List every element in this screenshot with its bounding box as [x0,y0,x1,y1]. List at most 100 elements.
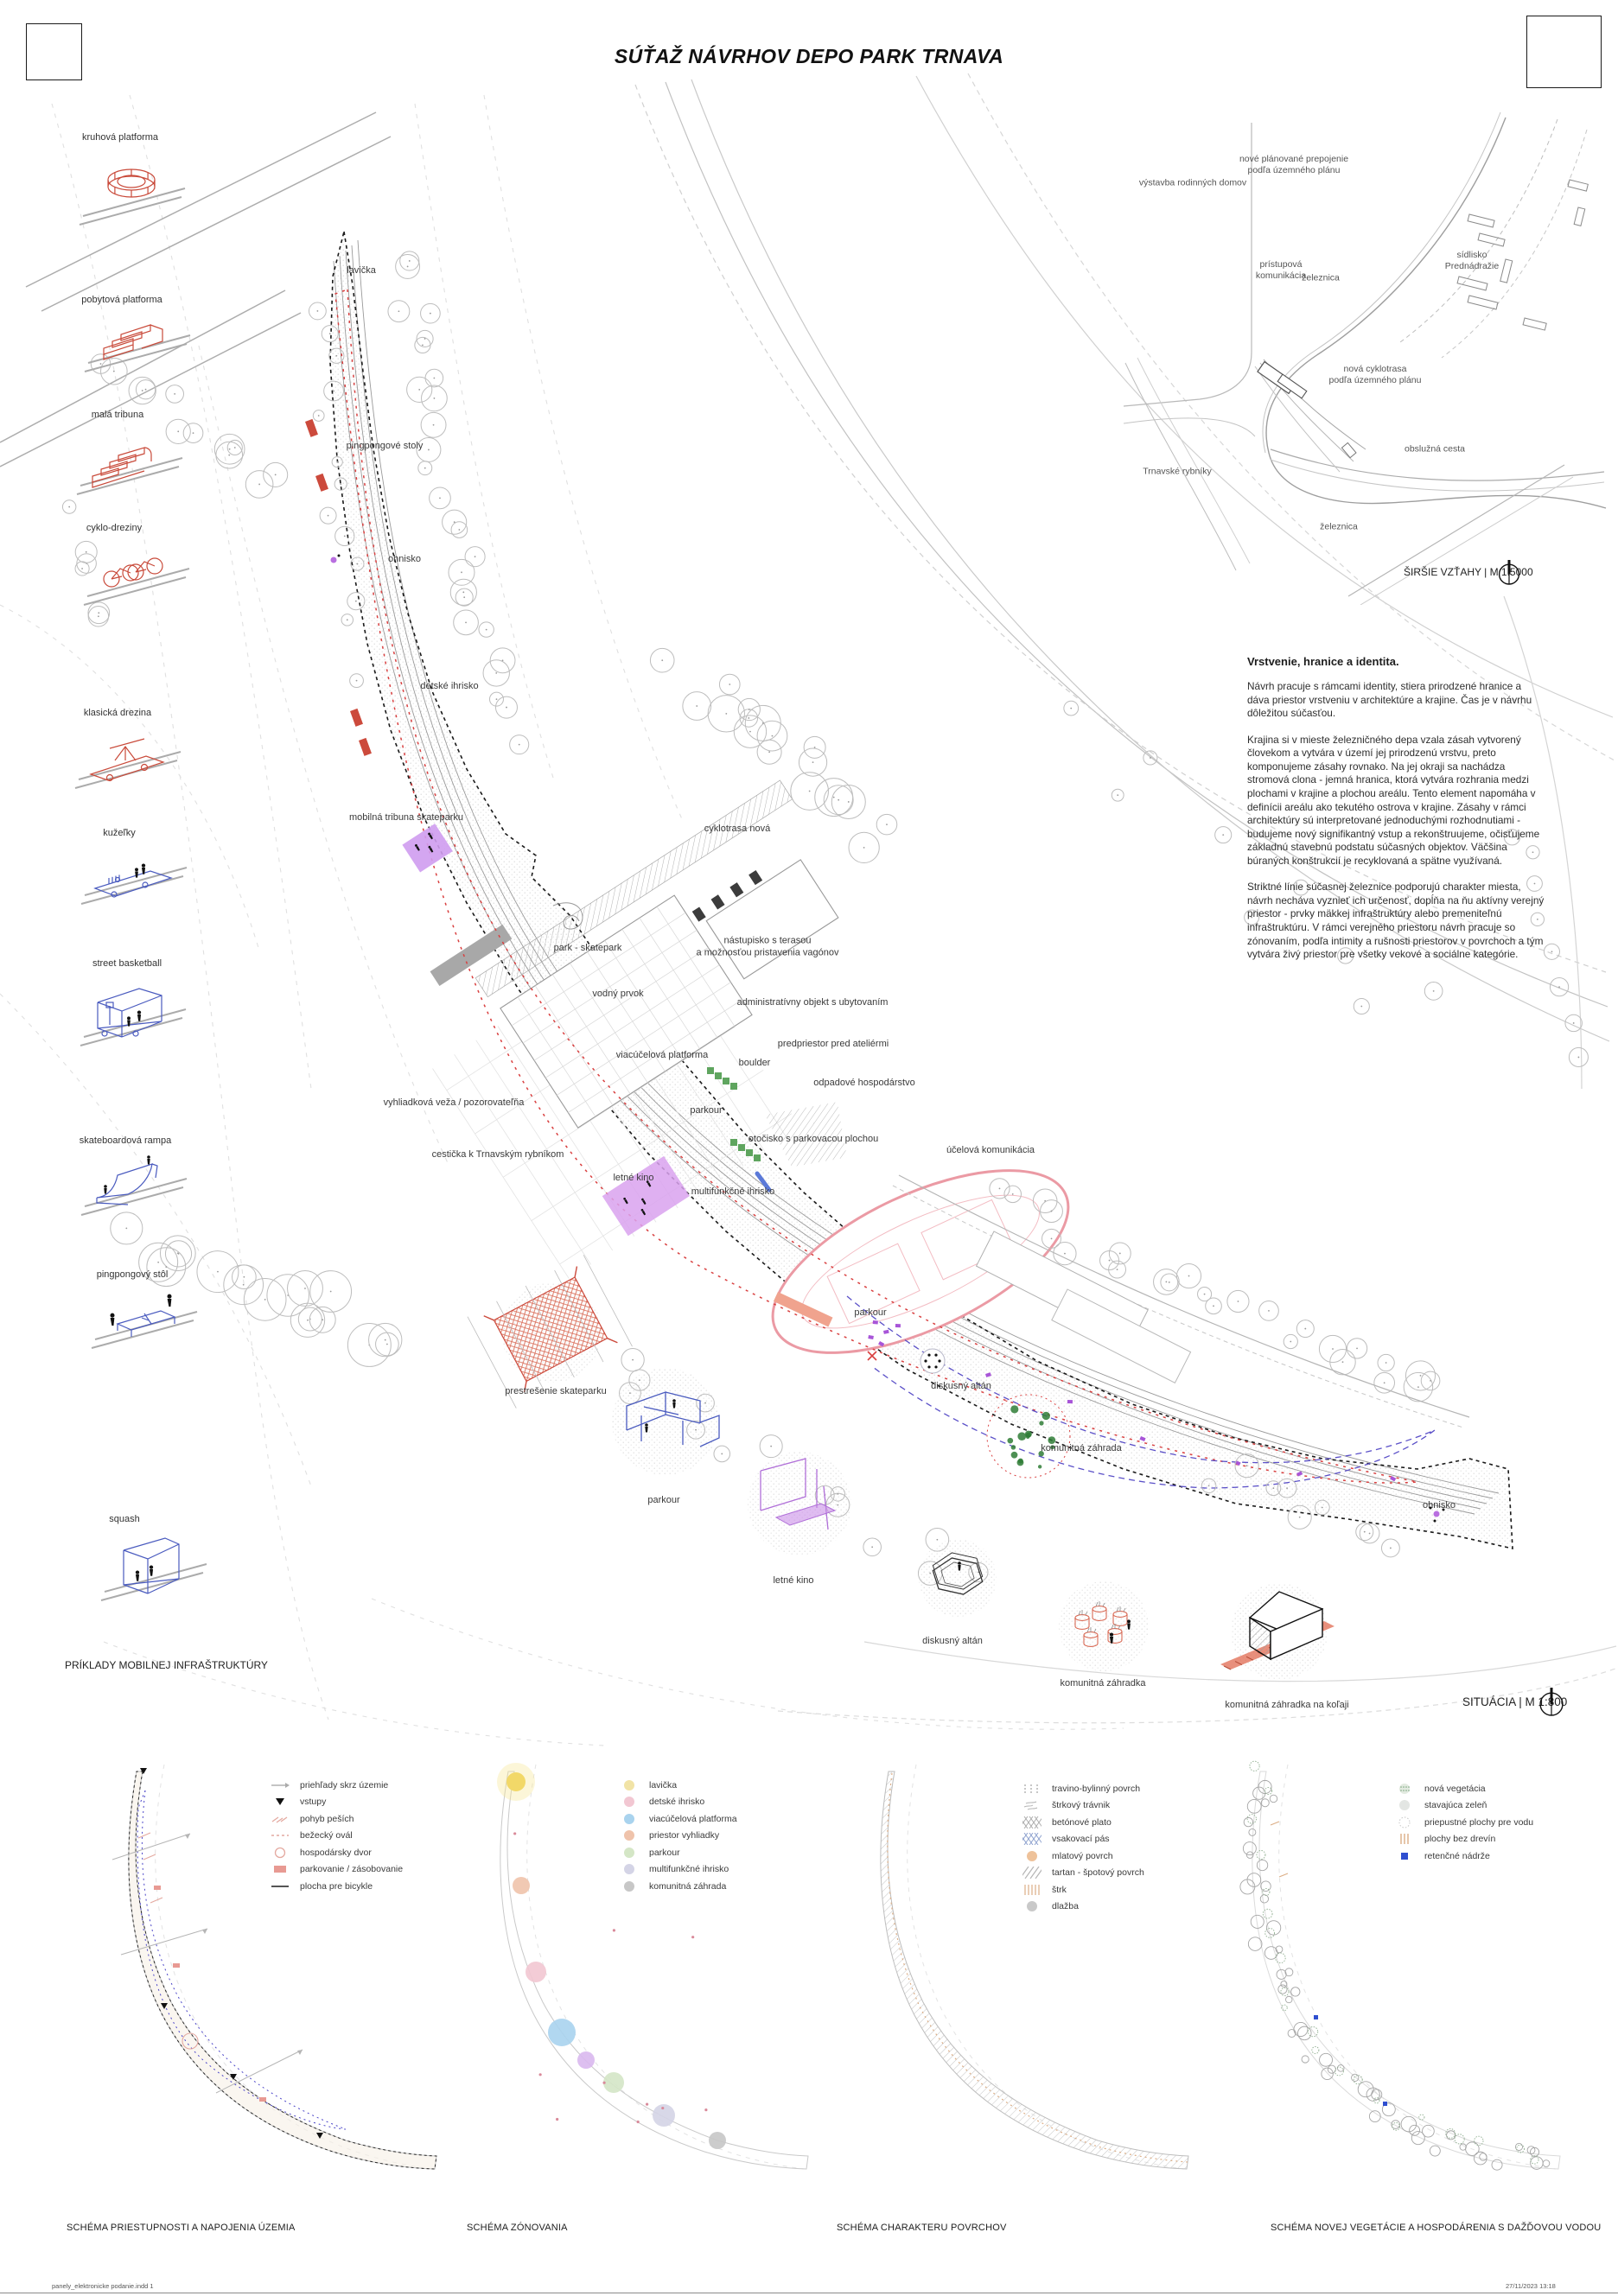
legend-swatch-dot-icon [624,1813,634,1824]
legend-item: stavajúca zeleň [1395,1797,1533,1815]
text-paragraphs: Návrh pracuje s rámcami identity, stiera… [1247,680,1545,962]
legend-swatch [620,1829,639,1841]
legend-item-label: priestor vyhliadky [649,1830,720,1841]
legend-swatch [1022,1783,1042,1795]
text-paragraph: Návrh pracuje s rámcami identity, stiera… [1247,680,1532,720]
legend-swatch-vlines-orange-icon [1400,1834,1409,1845]
left-item-sketch-court [80,988,187,1046]
legend-item-label: bežecký ovál [300,1830,353,1841]
legend-item: vstupy [271,1794,403,1811]
legend-item-label: retenčné nádrže [1424,1850,1490,1861]
legend-swatch-dot-icon [624,1830,634,1841]
legend-item: pohyb peších [271,1810,403,1828]
legend-swatch [1395,1833,1414,1845]
legend-item-label: plocha pre bicykle [300,1880,373,1892]
left-item-sketch-ramp [80,1155,188,1216]
legend-item-label: lavička [649,1779,678,1790]
legend-swatch [271,1863,290,1875]
legend-item-label: travino-bylinný povrch [1052,1783,1141,1794]
legend-swatch-tex-dots-icon [1024,1784,1038,1793]
legend-swatch [620,1847,639,1859]
legend-item: parkour [620,1844,737,1861]
left-item-sketch-pingpong [91,1294,198,1349]
legend-priestupnost: priehľady skrz územie vstupy pohyb peších b… [271,1777,403,1895]
legend-item-label: hospodársky dvor [300,1847,372,1858]
legend-item-label: dlažba [1052,1901,1079,1912]
legend-swatch [1395,1816,1414,1829]
left-item-sketch-bikes [83,557,190,606]
legend-item-label: parkour [649,1847,680,1858]
legend-item: dlažba [1022,1898,1144,1916]
legend-item-label: vsakovací pás [1052,1834,1110,1845]
legend-swatch-dot-icon [624,1864,634,1875]
legend-item: plocha pre bicykle [271,1878,403,1895]
legend-swatch-dot-icon [624,1880,634,1892]
legend-item-label: štrk [1052,1884,1067,1895]
legend-item-label: priehľady skrz územie [300,1779,389,1790]
legend-swatch-tex-cross-blue-icon [1018,1832,1044,1846]
scheme-title: SCHÉMA PRIESTUPNOSTI A NAPOJENIA ÚZEMIA [67,2223,296,2233]
footer-timestamp: 27/11/2023 13:18 [1506,2282,1556,2290]
legend-swatch-dot-icon [624,1797,634,1808]
legend-swatch [1395,1850,1414,1862]
legend-swatch-dot-icon [1027,1850,1037,1861]
legend-swatch-dot-icon [1399,1800,1410,1811]
footer-filename: panely_elektronicke podanie.indd 1 [52,2282,154,2290]
site-plan-drawing [0,73,1618,1746]
legend-swatch [1022,1799,1042,1811]
legend-swatch-tex-vlines-icon [1024,1884,1040,1895]
legend-vegetacia: nová vegetácia stavajúca zeleň priepustné … [1395,1780,1533,1865]
legend-item: parkovanie / zásobovanie [271,1861,403,1879]
legend-item: štrkový trávnik [1022,1797,1144,1815]
legend-item-label: viacúčelová platforma [649,1813,737,1824]
legend-item: betónové plato [1018,1814,1144,1831]
caption-priklady: PRÍKLADY MOBILNEJ INFRAŠTRUKTÚRY [65,1659,268,1671]
legend-swatch-dot-icon [624,1779,634,1790]
legend-swatch-strokes-pink-icon [271,1816,288,1823]
legend-item-label: tartan - špotový povrch [1052,1867,1144,1879]
legend-item-label: parkovanie / zásobovanie [300,1864,404,1875]
legend-item-label: štrkový trávnik [1052,1800,1111,1811]
legend-zonovanie: lavička detské ihrisko viacúčelová platfor… [620,1777,737,1895]
legend-item-label: detské ihrisko [649,1797,705,1808]
legend-item: plochy bez drevín [1395,1831,1533,1848]
legend-swatch [620,1779,639,1791]
registration-box-right [1526,16,1602,88]
legend-swatch [271,1829,290,1841]
legend-item: lavička [620,1777,737,1794]
legend-item-label: stavajúca zeleň [1424,1800,1487,1811]
north-arrow-icon [1498,560,1520,585]
legend-item: retenčné nádrže [1395,1848,1533,1865]
legend-swatch-triangle-black-icon [276,1798,284,1806]
legend-item: priehľady skrz územie [271,1777,403,1794]
concept-text-block: Vrstvenie, hranice a identita. Návrh pra… [1247,655,1545,975]
legend-swatch [620,1880,639,1892]
legend-item: tartan - špotový povrch [1019,1865,1144,1882]
legend-item-label: vstupy [300,1797,327,1808]
legend-item: priestor vyhliadky [620,1828,737,1845]
legend-swatch-dashes-pink-icon [271,1835,289,1837]
legend-item-label: nová vegetácia [1424,1783,1486,1794]
legend-swatch [271,1779,290,1791]
legend-swatch-dot-sparse-icon [1398,1816,1411,1829]
legend-item-label: betónové plato [1052,1816,1112,1828]
legend-swatch [1018,1816,1044,1829]
legend-item-label: multifunkčné ihrisko [649,1864,729,1875]
legend-swatch [1019,1866,1045,1879]
legend-swatch-square-blue-icon [1401,1852,1408,1860]
legend-item: komunitná záhrada [620,1878,737,1895]
left-item-sketch-squash [100,1537,207,1601]
legend-swatch [620,1796,639,1808]
left-item-sketch-ring [79,169,186,226]
north-arrow-icon [1539,1688,1564,1716]
scheme-diagram-4 [1239,1760,1561,2171]
legend-swatch-dot-icon [1027,1901,1037,1912]
left-item-sketch-steps [84,324,191,372]
left-item-sketch-bowling [80,863,188,905]
legend-item: travino-bylinný povrch [1022,1780,1144,1797]
legend-item-label: mlatový povrch [1052,1850,1113,1861]
legend-item: vsakovací pás [1018,1831,1144,1848]
legend-item: štrk [1022,1881,1144,1898]
scheme-title: SCHÉMA ZÓNOVANIA [467,2223,568,2233]
